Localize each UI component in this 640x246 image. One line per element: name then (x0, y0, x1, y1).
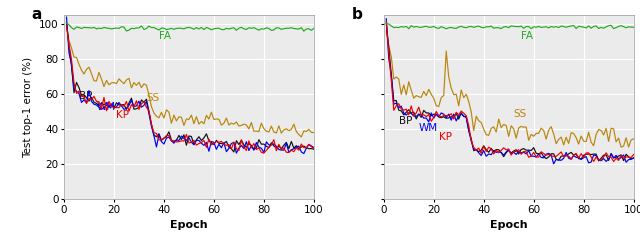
Y-axis label: Test top-1 error (%): Test top-1 error (%) (23, 56, 33, 158)
Text: WM: WM (419, 123, 438, 133)
Text: a: a (31, 7, 42, 22)
Text: KP: KP (439, 132, 452, 141)
Text: b: b (351, 7, 362, 22)
Text: BP: BP (399, 116, 412, 126)
Text: FA: FA (159, 31, 171, 41)
Text: SS: SS (514, 109, 527, 119)
X-axis label: Epoch: Epoch (490, 220, 527, 230)
Text: SS: SS (147, 93, 160, 103)
Text: FA: FA (521, 31, 533, 41)
X-axis label: Epoch: Epoch (170, 220, 208, 230)
Text: BP: BP (79, 91, 92, 101)
Text: KP: KP (116, 110, 129, 121)
Text: WM: WM (97, 102, 116, 112)
